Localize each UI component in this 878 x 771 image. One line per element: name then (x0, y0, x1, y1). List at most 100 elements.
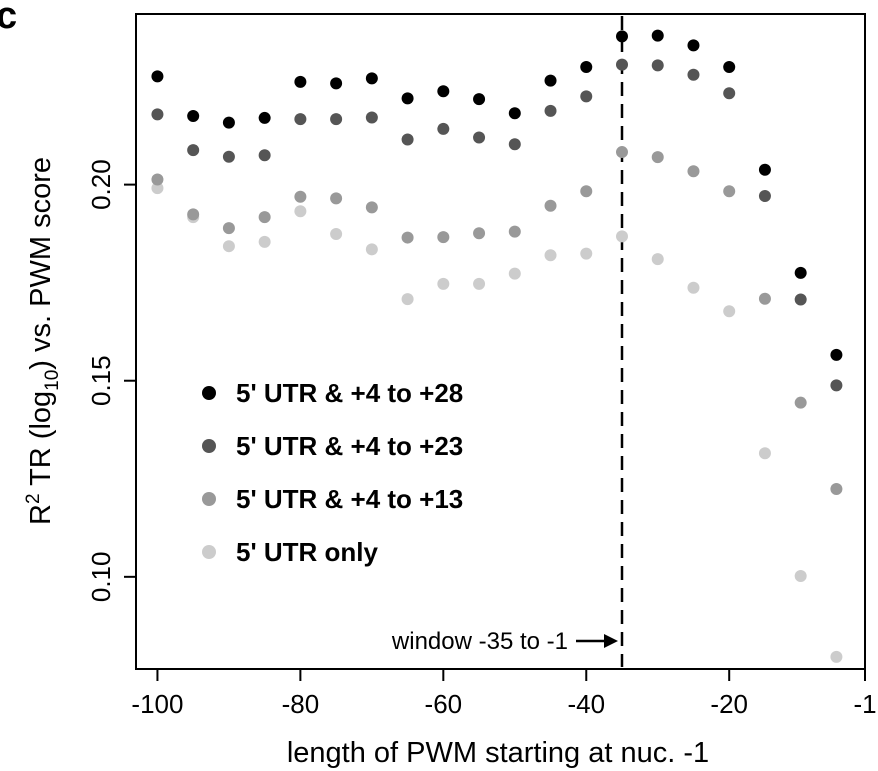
legend-label: 5' UTR & +4 to +28 (236, 378, 463, 408)
data-point (401, 231, 414, 244)
data-point (151, 182, 164, 195)
x-tick-label: -20 (710, 689, 748, 719)
arrow-right-icon (576, 634, 618, 648)
data-point (222, 240, 235, 253)
data-point (258, 235, 271, 248)
data-point (258, 211, 271, 224)
data-point (723, 305, 736, 318)
y-tick-label: 0.20 (86, 159, 116, 210)
data-point (401, 92, 414, 105)
data-point (616, 30, 628, 43)
data-point (258, 111, 271, 124)
data-point (437, 85, 450, 98)
data-point (651, 59, 664, 72)
data-point (401, 133, 414, 146)
window-annotation-label: window -35 to -1 (391, 628, 568, 655)
data-point (401, 293, 414, 306)
data-point (544, 74, 557, 87)
data-point (294, 190, 307, 203)
data-point (330, 77, 343, 90)
data-point (794, 396, 807, 409)
data-point (723, 87, 736, 100)
data-point (473, 227, 486, 240)
data-point (580, 185, 593, 198)
data-point (330, 113, 343, 126)
x-axis-title: length of PWM starting at nuc. -1 (287, 737, 709, 769)
data-point (365, 72, 378, 85)
data-point (794, 266, 807, 279)
data-point (580, 90, 593, 103)
data-point (151, 108, 164, 121)
y-axis-title-part: ) vs. PWM score (25, 157, 57, 370)
data-point (758, 163, 771, 176)
data-point (830, 348, 843, 361)
data-point (473, 93, 486, 106)
y-axis-title-superscript: 2 (23, 493, 44, 504)
data-point (616, 58, 628, 71)
data-point (723, 185, 736, 198)
x-tick-label: -80 (282, 689, 320, 719)
data-point (687, 68, 700, 81)
legend-marker (202, 545, 216, 559)
data-point (437, 277, 450, 290)
legend-marker (202, 439, 216, 453)
data-point (651, 151, 664, 164)
data-point (687, 281, 700, 294)
x-tick-label: -60 (425, 689, 463, 719)
x-tick-label: -40 (567, 689, 605, 719)
data-point (151, 173, 164, 186)
y-axis-title-part: R (25, 504, 57, 525)
data-point (651, 29, 664, 42)
data-points (151, 29, 843, 663)
data-point (473, 277, 486, 290)
data-point (830, 379, 843, 392)
data-point (473, 131, 486, 144)
data-point (294, 205, 307, 218)
data-point (830, 650, 843, 663)
plot-frame (135, 13, 866, 670)
data-point (758, 189, 771, 202)
data-point (794, 293, 807, 306)
legend-marker (202, 492, 216, 506)
legend: 5' UTR & +4 to +28 5' UTR & +4 to +23 5' U… (202, 378, 463, 567)
data-point (330, 192, 343, 205)
data-point (437, 231, 450, 244)
data-point (687, 39, 700, 52)
y-axis-title-subscript: 10 (42, 370, 63, 391)
legend-label: 5' UTR & +4 to +23 (236, 431, 463, 461)
data-point (616, 146, 628, 159)
x-axis: -100 -80 -60 -40 -20 -1 (131, 669, 877, 719)
panel-label: c (0, 0, 17, 37)
data-point (151, 70, 164, 83)
data-point (651, 253, 664, 266)
y-axis: 0.10 0.15 0.20 (86, 159, 136, 602)
data-point (508, 138, 521, 151)
data-point (222, 150, 235, 163)
data-point (222, 116, 235, 129)
data-point (508, 267, 521, 280)
data-point (723, 60, 736, 73)
data-point (187, 208, 200, 221)
data-point (794, 570, 807, 583)
y-tick-label: 0.10 (86, 552, 116, 603)
data-point (508, 107, 521, 120)
data-point (687, 165, 700, 178)
y-axis-title-part: TR (log (25, 391, 57, 494)
data-point (330, 228, 343, 241)
data-point (258, 149, 271, 162)
legend-label: 5' UTR & +4 to +13 (236, 484, 463, 514)
data-point (508, 225, 521, 238)
data-point (544, 199, 557, 212)
y-tick-label: 0.15 (86, 355, 116, 406)
data-point (187, 144, 200, 157)
data-point (187, 109, 200, 122)
legend-marker (202, 386, 216, 400)
y-axis-title: R2 TR (log10) vs. PWM score (23, 157, 63, 525)
data-point (365, 201, 378, 214)
data-point (758, 447, 771, 460)
data-point (222, 222, 235, 235)
data-point (544, 104, 557, 117)
data-point (294, 75, 307, 88)
data-point (437, 122, 450, 135)
